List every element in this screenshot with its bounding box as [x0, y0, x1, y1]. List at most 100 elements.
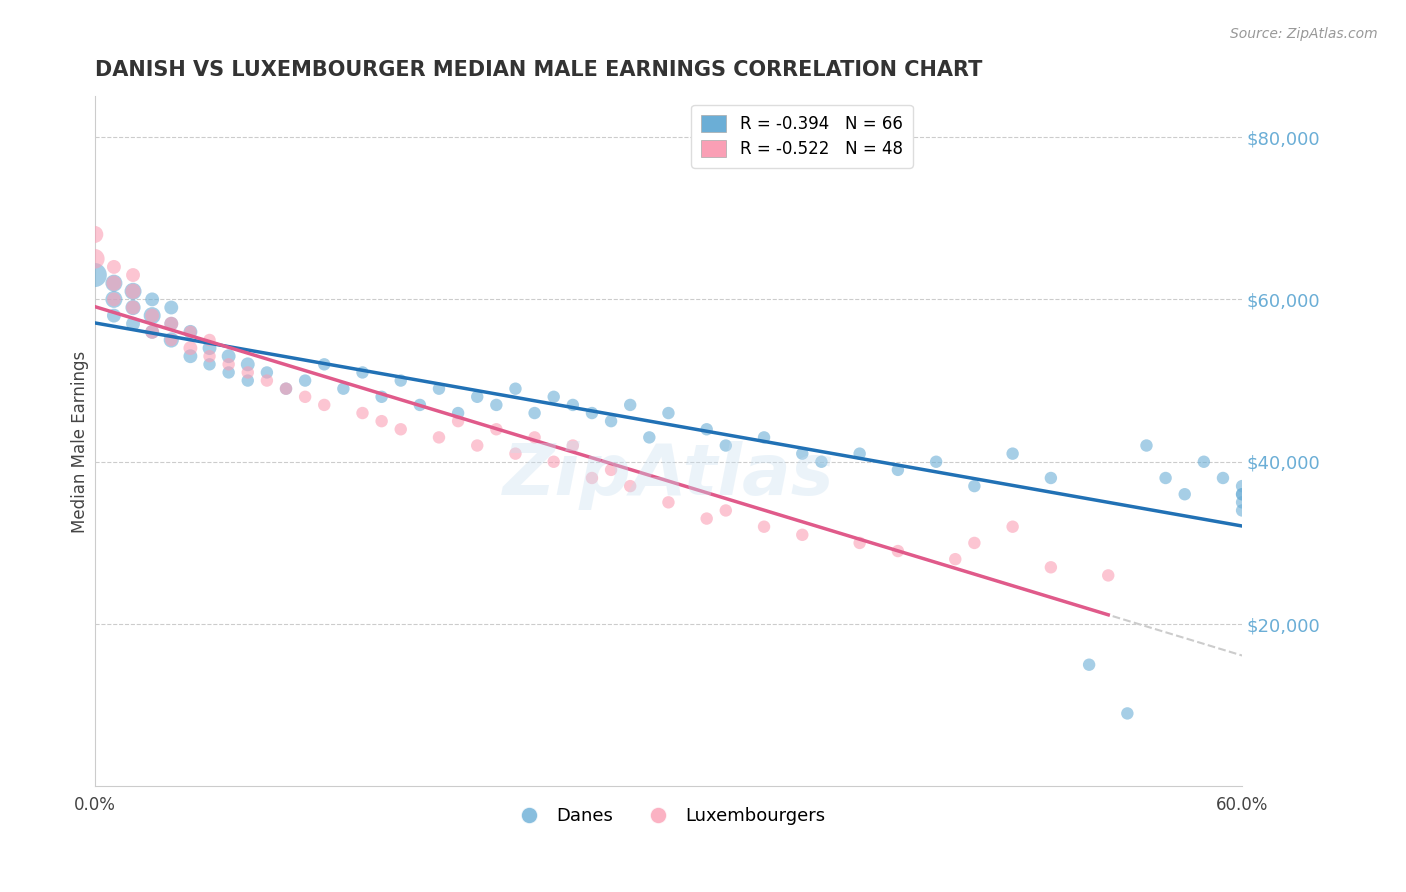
Point: [218, 366, 240, 380]
Point: [696, 422, 718, 436]
Point: [1174, 487, 1197, 501]
Point: [160, 333, 183, 347]
Point: [427, 430, 450, 444]
Point: [352, 366, 374, 380]
Point: [848, 447, 870, 461]
Point: [943, 552, 966, 566]
Point: [1116, 706, 1139, 721]
Point: [1097, 568, 1119, 582]
Point: [103, 276, 125, 290]
Text: Source: ZipAtlas.com: Source: ZipAtlas.com: [1230, 27, 1378, 41]
Point: [236, 357, 259, 371]
Point: [752, 430, 775, 444]
Point: [505, 382, 527, 396]
Point: [1230, 487, 1253, 501]
Point: [696, 511, 718, 525]
Point: [638, 430, 661, 444]
Point: [657, 495, 679, 509]
Point: [561, 438, 583, 452]
Point: [179, 325, 201, 339]
Point: [1230, 479, 1253, 493]
Point: [657, 406, 679, 420]
Point: [1192, 455, 1215, 469]
Point: [103, 293, 125, 307]
Text: ZipAtlas: ZipAtlas: [502, 442, 834, 510]
Point: [485, 422, 508, 436]
Point: [274, 382, 297, 396]
Point: [581, 406, 603, 420]
Point: [256, 366, 278, 380]
Point: [122, 268, 145, 282]
Point: [83, 252, 105, 266]
Point: [792, 528, 814, 542]
Point: [122, 285, 145, 299]
Point: [581, 471, 603, 485]
Point: [370, 390, 392, 404]
Point: [179, 349, 201, 363]
Point: [792, 447, 814, 461]
Point: [427, 382, 450, 396]
Point: [218, 357, 240, 371]
Point: [103, 276, 125, 290]
Point: [103, 260, 125, 274]
Point: [447, 406, 470, 420]
Point: [256, 374, 278, 388]
Point: [600, 414, 623, 428]
Point: [160, 317, 183, 331]
Point: [752, 519, 775, 533]
Point: [485, 398, 508, 412]
Point: [370, 414, 392, 428]
Point: [198, 349, 221, 363]
Point: [465, 438, 488, 452]
Point: [236, 366, 259, 380]
Point: [1230, 487, 1253, 501]
Point: [160, 333, 183, 347]
Point: [714, 438, 737, 452]
Point: [1078, 657, 1101, 672]
Point: [83, 268, 105, 282]
Point: [122, 301, 145, 315]
Point: [543, 455, 565, 469]
Point: [141, 309, 163, 323]
Point: [1039, 471, 1062, 485]
Point: [389, 422, 412, 436]
Point: [141, 293, 163, 307]
Point: [1230, 503, 1253, 517]
Point: [122, 301, 145, 315]
Point: [1230, 495, 1253, 509]
Point: [1135, 438, 1157, 452]
Point: [274, 382, 297, 396]
Point: [543, 390, 565, 404]
Point: [887, 463, 910, 477]
Point: [294, 374, 316, 388]
Point: [314, 357, 336, 371]
Point: [160, 317, 183, 331]
Point: [198, 357, 221, 371]
Point: [83, 227, 105, 242]
Point: [1001, 447, 1024, 461]
Point: [963, 536, 986, 550]
Point: [1212, 471, 1234, 485]
Point: [887, 544, 910, 558]
Point: [141, 325, 163, 339]
Point: [1154, 471, 1177, 485]
Point: [523, 430, 546, 444]
Point: [198, 341, 221, 355]
Point: [352, 406, 374, 420]
Point: [332, 382, 354, 396]
Point: [122, 317, 145, 331]
Point: [103, 309, 125, 323]
Point: [1001, 519, 1024, 533]
Y-axis label: Median Male Earnings: Median Male Earnings: [72, 351, 89, 533]
Point: [447, 414, 470, 428]
Point: [179, 341, 201, 355]
Legend: Danes, Luxembourgers: Danes, Luxembourgers: [503, 800, 832, 832]
Point: [465, 390, 488, 404]
Point: [714, 503, 737, 517]
Point: [141, 325, 163, 339]
Point: [810, 455, 832, 469]
Point: [389, 374, 412, 388]
Point: [236, 374, 259, 388]
Point: [409, 398, 432, 412]
Point: [314, 398, 336, 412]
